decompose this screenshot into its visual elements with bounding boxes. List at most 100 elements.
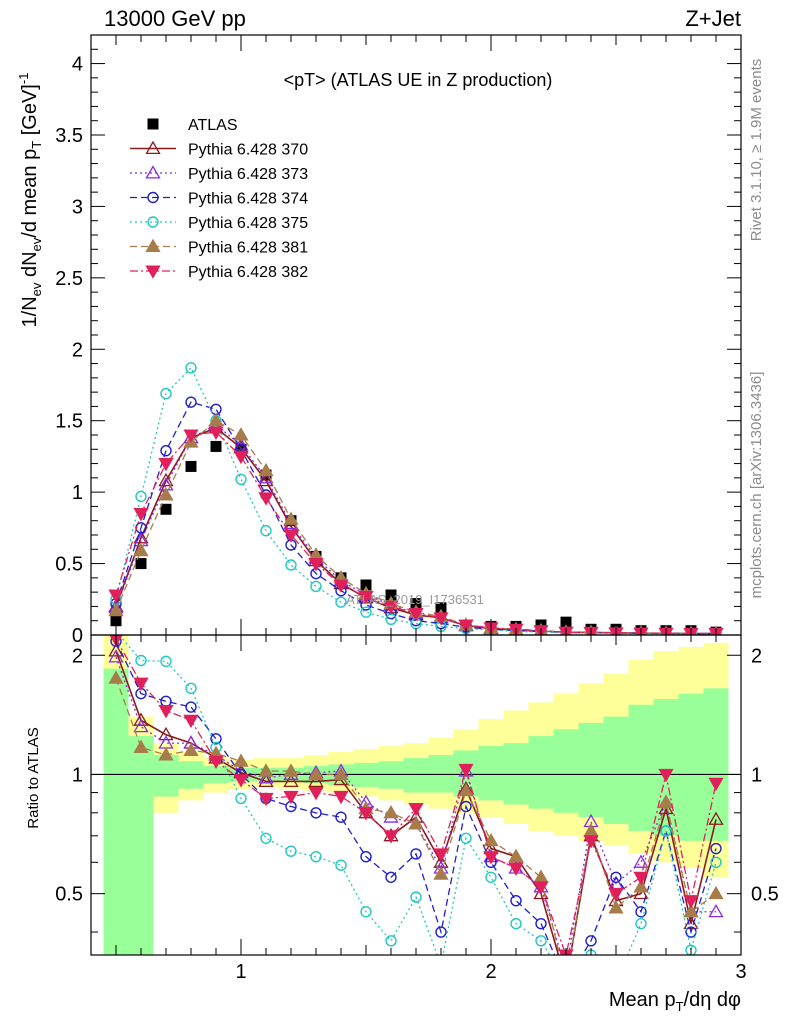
- band-inner-bin: [628, 704, 654, 831]
- ratio-point: [308, 787, 324, 801]
- ratio-point: [708, 777, 724, 792]
- ratio-ytick-label: 0.5: [55, 884, 83, 906]
- band-inner-bin: [578, 722, 604, 818]
- data-point: [360, 579, 372, 591]
- side-label-top: Rivet 3.1.10, ≥ 1.9M events: [748, 59, 765, 242]
- ratio-point: [708, 885, 724, 900]
- ratio-point: [633, 885, 649, 900]
- ratio-point: [185, 682, 197, 695]
- band-inner-bin: [503, 743, 529, 805]
- ratio-point: [585, 935, 597, 947]
- ratio-point: [608, 888, 624, 902]
- ratio-point: [433, 866, 449, 880]
- data-point: [335, 596, 347, 608]
- data-point: [260, 525, 272, 537]
- ratio-point: [283, 790, 299, 805]
- main-ytick-label: 1: [72, 482, 83, 504]
- ratio-point: [533, 881, 549, 895]
- ratio-point: [710, 856, 722, 869]
- plot-title: <pT> (ATLAS UE in Z production): [284, 70, 553, 90]
- ratio-point: [685, 944, 697, 955]
- ratio-point: [611, 977, 621, 987]
- data-point: [183, 429, 199, 443]
- ratio-point: [360, 850, 372, 863]
- data-point: [458, 619, 474, 633]
- data-point: [235, 473, 247, 485]
- data-point: [383, 600, 399, 615]
- ratio-point: [183, 742, 199, 756]
- ratio-ytick-label-right: 1: [751, 764, 762, 786]
- ratio-point: [235, 792, 247, 805]
- band-inner-bin: [678, 693, 704, 841]
- data-point: [258, 492, 274, 506]
- ratio-point: [560, 964, 573, 975]
- data-point: [258, 462, 274, 477]
- ratio-point: [535, 917, 547, 930]
- data-point: [108, 589, 124, 603]
- data-point: [360, 606, 372, 618]
- ratio-point: [633, 879, 649, 893]
- ratio-point: [433, 848, 449, 862]
- ratio-point: [510, 917, 522, 930]
- band-inner-bin: [603, 716, 629, 824]
- ratio-point: [436, 960, 446, 970]
- header-left: 13000 GeV pp: [104, 6, 246, 31]
- ratio-point: [260, 832, 272, 844]
- header-right: Z+Jet: [685, 6, 741, 31]
- data-point: [158, 472, 174, 487]
- ratio-point: [133, 739, 149, 753]
- ratio-point: [460, 832, 472, 844]
- ratio-point: [683, 895, 699, 909]
- ratio-line: [115, 640, 717, 955]
- ratio-xtick-label: 3: [735, 961, 746, 983]
- band-inner-bin: [478, 745, 504, 801]
- ratio-point: [635, 917, 647, 930]
- data-point: [208, 412, 224, 427]
- ratio-plot-series: [108, 635, 724, 987]
- ratio-point: [283, 773, 299, 788]
- data-point: [385, 589, 397, 601]
- ratio-point: [610, 871, 622, 883]
- ratio-point: [485, 871, 497, 883]
- legend-marker: [147, 118, 159, 130]
- ratio-point: [483, 851, 499, 865]
- ratio-point: [158, 747, 174, 761]
- data-point: [410, 598, 422, 610]
- data-point: [210, 403, 222, 415]
- legend-entry: Pythia 6.428 370: [188, 142, 308, 159]
- ratio-point: [258, 770, 274, 784]
- data-point: [258, 470, 274, 484]
- ratio-point: [108, 649, 124, 663]
- ratio-point: [483, 832, 499, 847]
- ratio-ytick-label: 2: [72, 645, 83, 667]
- legend-marker: [145, 140, 161, 155]
- data-point: [308, 558, 324, 572]
- legend-marker: [145, 238, 161, 253]
- data-point: [160, 445, 172, 457]
- ratio-point: [608, 900, 624, 914]
- data-point: [285, 559, 297, 571]
- ratio-point: [258, 773, 274, 788]
- ratio-point: [158, 726, 174, 741]
- ratio-xtick-label: 1: [235, 961, 246, 983]
- ratio-point: [561, 977, 571, 987]
- data-point: [135, 490, 147, 503]
- main-ytick-label: 4: [72, 54, 83, 76]
- ratio-point: [508, 862, 524, 876]
- data-point: [185, 396, 197, 408]
- ratio-point: [333, 790, 349, 805]
- legend-entry: Pythia 6.428 381: [188, 240, 308, 257]
- ratio-point: [708, 811, 724, 825]
- data-point: [185, 460, 197, 472]
- ratio-point: [385, 871, 397, 883]
- ratio-point: [658, 768, 674, 783]
- ratio-point: [560, 975, 573, 986]
- ratio-point: [383, 830, 399, 844]
- data-point: [158, 487, 174, 501]
- data-point: [310, 580, 322, 593]
- ratio-point: [160, 655, 172, 668]
- data-point: [210, 440, 222, 452]
- main-ytick-label: 2: [72, 339, 83, 361]
- data-point: [433, 612, 449, 626]
